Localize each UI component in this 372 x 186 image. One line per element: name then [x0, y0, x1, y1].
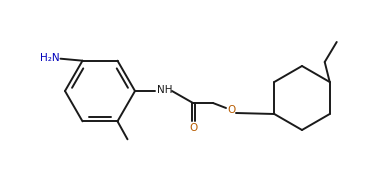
Text: O: O [189, 123, 197, 133]
Text: NH: NH [157, 85, 173, 95]
Text: O: O [227, 105, 235, 115]
Text: H₂N: H₂N [40, 53, 60, 63]
